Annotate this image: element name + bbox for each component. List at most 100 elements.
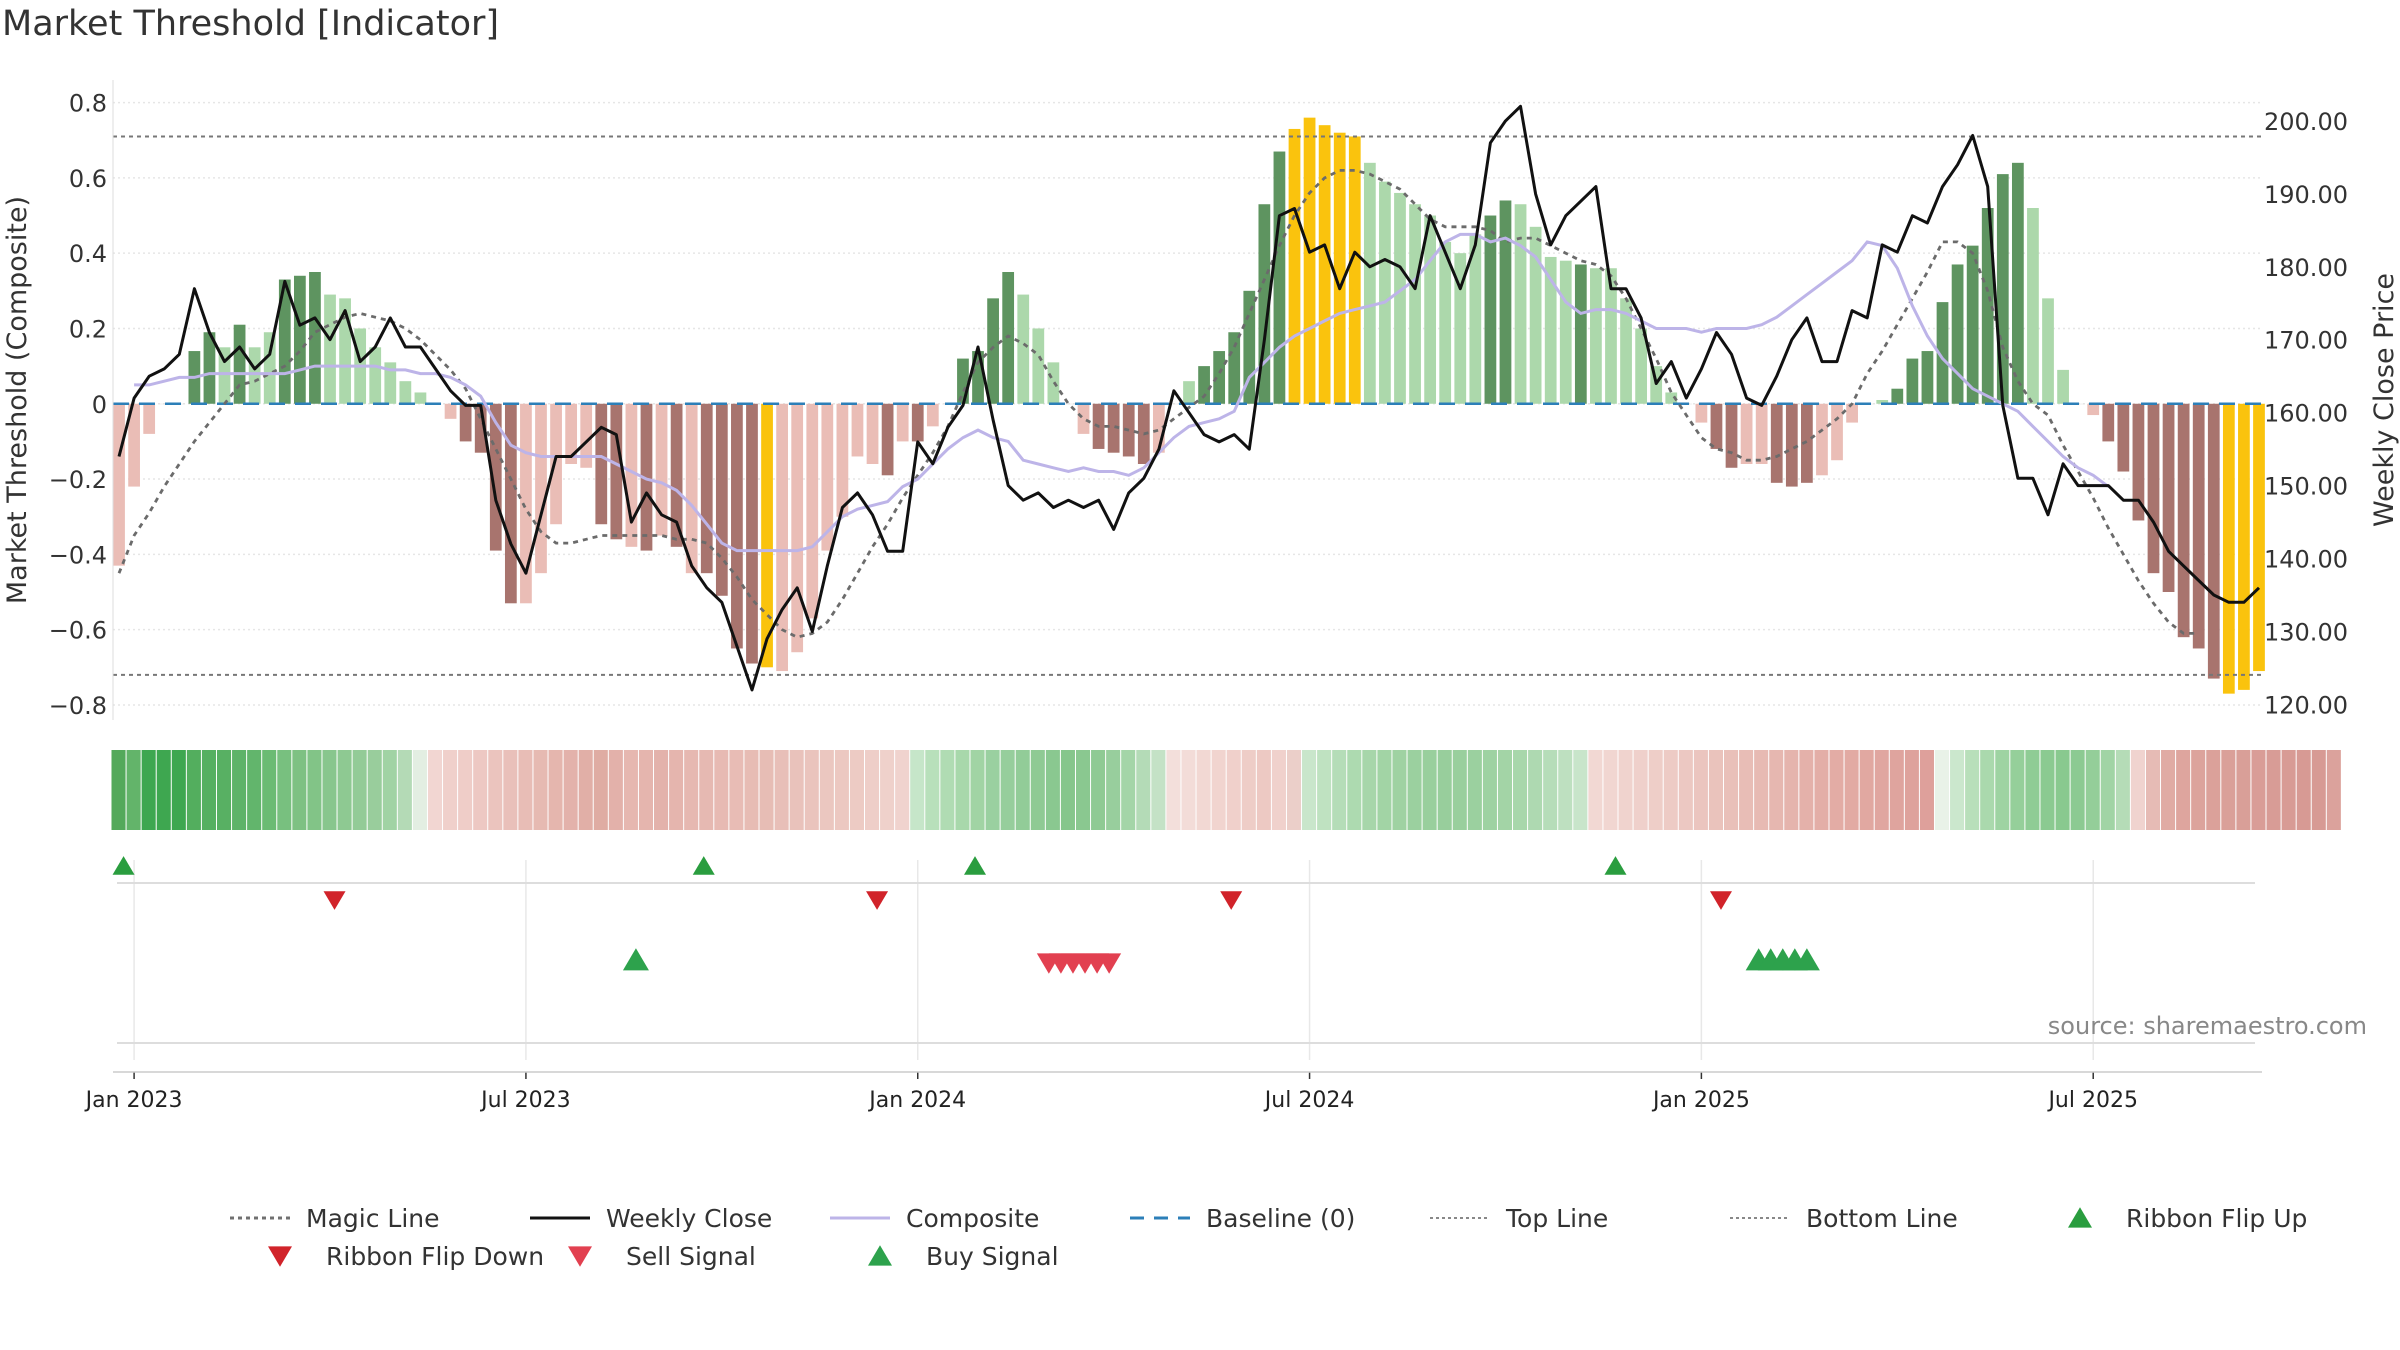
- composite-bar: [1303, 117, 1316, 404]
- composite-bar: [1574, 264, 1587, 404]
- composite-bar: [2147, 403, 2160, 574]
- ribbon-cell: [292, 750, 307, 830]
- ribbon-cell: [2085, 750, 2100, 830]
- ribbon-cell: [1030, 750, 1045, 830]
- ribbon-strip: [111, 750, 2341, 830]
- ribbon-cell: [1678, 750, 1693, 830]
- ribbon-cell: [1829, 750, 1844, 830]
- x-tick-label: Jul 2024: [1263, 1088, 1355, 1113]
- ribbon-cell: [412, 750, 427, 830]
- composite-bar: [1951, 264, 1964, 404]
- ribbon-cell: [1211, 750, 1226, 830]
- composite-bar: [806, 403, 819, 619]
- composite-bar: [2027, 208, 2039, 404]
- composite-bar: [1318, 125, 1331, 404]
- ribbon-cell: [307, 750, 322, 830]
- ribbon-cell: [2010, 750, 2025, 830]
- ribbon-cell: [1015, 750, 1030, 830]
- sell-signal-marker: [1097, 953, 1122, 974]
- composite-bar: [776, 403, 788, 672]
- composite-bar: [489, 403, 502, 551]
- legend-label: Sell Signal: [626, 1242, 756, 1271]
- composite-bar: [1439, 241, 1452, 404]
- composite-bar: [1243, 290, 1256, 404]
- ribbon-cell: [1633, 750, 1648, 830]
- y-tick-label-right: 180.00: [2264, 254, 2348, 282]
- ribbon-cell: [488, 750, 503, 830]
- ribbon-cell: [1844, 750, 1859, 830]
- series-lines: [113, 104, 2262, 692]
- ribbon-cell: [1814, 750, 1829, 830]
- composite-bar: [535, 403, 547, 574]
- ribbon-cell: [1919, 750, 1934, 830]
- composite-bar: [1499, 200, 1512, 404]
- composite-bar: [1363, 162, 1376, 404]
- legend-marker: [2068, 1207, 2092, 1228]
- composite-bar: [670, 403, 683, 547]
- composite-bar: [685, 403, 698, 574]
- composite-bar: [911, 403, 924, 442]
- legend-item: Top Line: [1430, 1204, 1608, 1233]
- composite-bar: [1906, 358, 1919, 404]
- composite-bar: [987, 298, 999, 404]
- legend-label: Baseline (0): [1206, 1204, 1355, 1233]
- composite-bar: [2042, 298, 2054, 404]
- composite-bar: [1710, 403, 1723, 449]
- ribbon-cell: [759, 750, 774, 830]
- ribbon-cell: [789, 750, 804, 830]
- ribbon-cell: [1934, 750, 1950, 830]
- ribbon-cell: [533, 750, 548, 830]
- y-tick-label-left: −0.8: [49, 692, 107, 720]
- ribbon-cell: [2176, 750, 2191, 830]
- composite-bar: [1936, 302, 1949, 404]
- composite-bar: [1017, 294, 1030, 404]
- composite-bar: [1062, 403, 1075, 405]
- composite-bar: [1514, 204, 1527, 404]
- ribbon-cell: [1618, 750, 1633, 830]
- ribbon-cell: [925, 750, 940, 830]
- ribbon-cell: [804, 750, 819, 830]
- y-tick-label-left: −0.6: [49, 617, 107, 645]
- legend-item: Sell Signal: [568, 1242, 756, 1271]
- composite-line: [134, 232, 2110, 553]
- ribbon-cell: [638, 750, 654, 830]
- composite-bar: [1288, 128, 1301, 404]
- ribbon-cell: [1362, 750, 1377, 830]
- composite-bar: [218, 347, 231, 404]
- ribbon-cell: [352, 750, 367, 830]
- ribbon-cell: [2281, 750, 2296, 830]
- composite-bar: [1966, 245, 1979, 404]
- composite-bar: [2177, 403, 2190, 638]
- ribbon-cell: [699, 750, 714, 830]
- ribbon-cell: [744, 750, 759, 830]
- composite-bar: [1077, 403, 1090, 434]
- ribbon-cell: [1181, 750, 1196, 830]
- ribbon-cell: [1196, 750, 1211, 830]
- y-tick-label-right: 150.00: [2264, 473, 2348, 501]
- ribbon-cell: [1467, 750, 1482, 830]
- ribbon-cell: [1241, 750, 1256, 830]
- y-tick-label-left: −0.2: [49, 466, 107, 494]
- ribbon-flip-up-marker: [1604, 856, 1627, 875]
- composite-bar: [399, 381, 412, 404]
- composite-bar: [1831, 403, 1843, 461]
- composite-bar: [1258, 204, 1271, 404]
- ribbon-cell: [2236, 750, 2251, 830]
- ribbon-cell: [2130, 750, 2145, 830]
- composite-bar: [384, 362, 397, 404]
- ribbon-cell: [2191, 750, 2206, 830]
- y-axis-label-right: Weekly Close Price: [2369, 273, 2400, 527]
- legend-marker: [268, 1246, 292, 1267]
- composite-bar: [1921, 351, 1934, 404]
- composite-bar: [1394, 192, 1406, 404]
- composite-bar: [113, 403, 125, 566]
- composite-bar: [474, 403, 487, 453]
- ribbon-cell: [201, 750, 216, 830]
- composite-bar: [1620, 298, 1632, 404]
- ribbon-cell: [1558, 750, 1573, 830]
- signal-panels: [112, 856, 2255, 1044]
- ribbon-cell: [1392, 750, 1407, 830]
- ribbon-cell: [1648, 750, 1663, 830]
- ribbon-flip-down-marker: [866, 891, 889, 910]
- ribbon-cell: [910, 750, 925, 830]
